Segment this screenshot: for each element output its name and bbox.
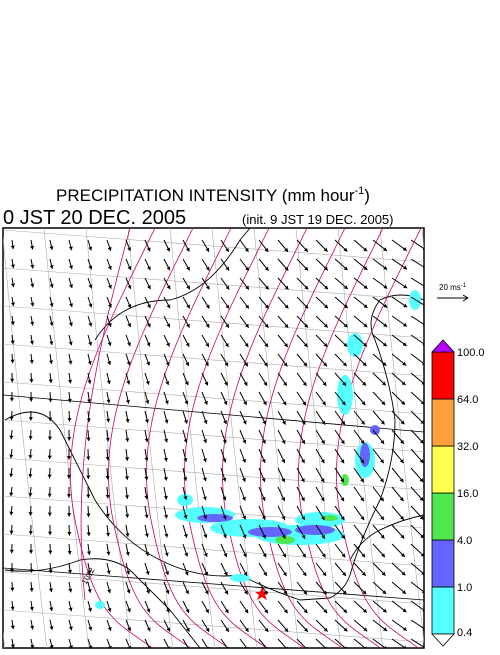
reference-sup: -1 — [461, 283, 467, 289]
colorbar: 0.4 1.0 4.0 16.0 32.0 64.0 100.0 — [432, 340, 485, 646]
precip-area — [337, 375, 353, 415]
colorbar-label: 64.0 — [457, 394, 478, 406]
precip-area — [347, 333, 363, 357]
precip-area — [360, 443, 370, 467]
valid-time: 0 JST 20 DEC. 2005 — [3, 207, 186, 229]
colorbar-segment — [432, 446, 454, 493]
map-frame — [3, 228, 424, 648]
precip-area — [197, 514, 233, 522]
colorbar-label: 1.0 — [457, 582, 472, 594]
colorbar-segment — [432, 352, 454, 399]
precip-area — [295, 525, 335, 535]
init-time: (init. 9 JST 19 DEC. 2005) — [242, 212, 394, 227]
colorbar-label: 4.0 — [457, 535, 472, 547]
precip-area — [370, 425, 380, 435]
colorbar-segment — [432, 587, 454, 634]
colorbar-segment — [432, 540, 454, 587]
reference-label: 20 ms-1 — [439, 283, 467, 292]
reference-vector: 20 ms-1 — [437, 283, 468, 301]
colorbar-label: 0.4 — [457, 627, 472, 639]
colorbar-label: 16.0 — [457, 488, 478, 500]
precip-area — [95, 601, 105, 609]
reference-text: 20 ms — [439, 283, 461, 292]
colorbar-label: 100.0 — [457, 347, 485, 359]
map: 1012 — [0, 228, 467, 650]
colorbar-label: 32.0 — [457, 441, 478, 453]
title-sup: -1 — [355, 185, 365, 197]
colorbar-below — [432, 634, 454, 646]
title: PRECIPITATION INTENSITY (mm hour-1) — [56, 185, 370, 205]
colorbar-segment — [432, 493, 454, 540]
title-text: PRECIPITATION INTENSITY (mm hour — [56, 186, 355, 205]
title-close: ) — [364, 186, 370, 205]
colorbar-segment — [432, 399, 454, 446]
colorbar-above — [432, 340, 454, 352]
